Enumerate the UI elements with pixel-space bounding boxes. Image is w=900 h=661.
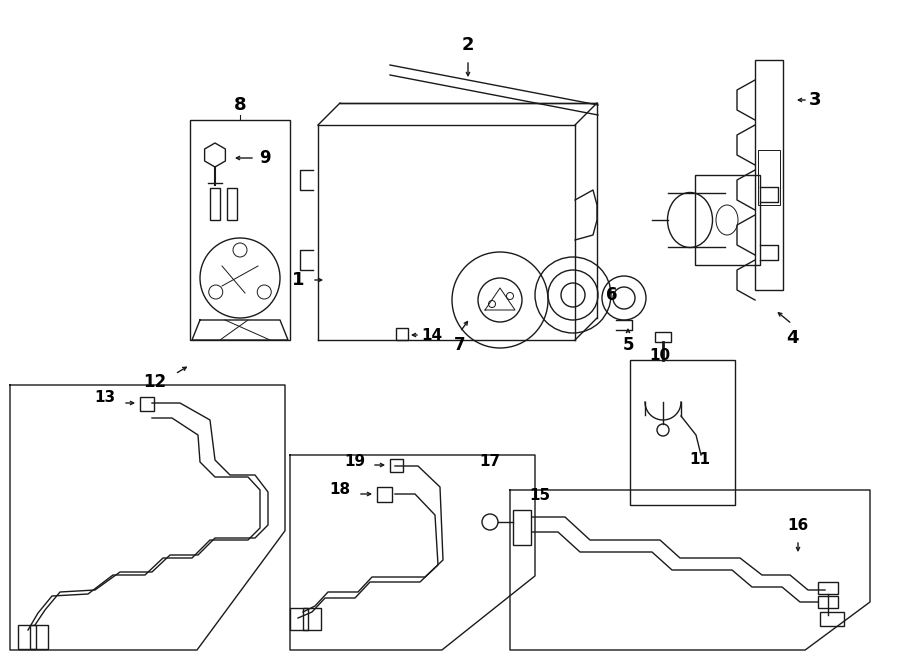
Bar: [30, 625, 48, 649]
Bar: [390, 459, 403, 472]
Text: 11: 11: [689, 453, 710, 467]
Bar: [655, 332, 671, 342]
Text: 10: 10: [650, 348, 670, 362]
Text: 9: 9: [259, 149, 271, 167]
Bar: [758, 150, 780, 205]
Bar: [818, 582, 838, 594]
Circle shape: [657, 424, 669, 436]
Circle shape: [489, 301, 496, 307]
Text: 19: 19: [345, 455, 365, 469]
Bar: [303, 608, 321, 630]
Bar: [695, 175, 760, 265]
Bar: [290, 608, 308, 630]
Bar: [18, 625, 36, 649]
Text: 4: 4: [786, 329, 798, 347]
Text: 7: 7: [454, 336, 466, 354]
Text: 6: 6: [607, 286, 617, 304]
Bar: [377, 487, 392, 502]
Bar: [755, 60, 783, 290]
Bar: [140, 397, 154, 411]
Text: 12: 12: [143, 373, 166, 391]
Text: 8: 8: [234, 96, 247, 114]
Text: 3: 3: [809, 91, 821, 109]
Bar: [227, 188, 237, 220]
Bar: [820, 612, 844, 626]
Bar: [210, 188, 220, 220]
Text: 18: 18: [329, 483, 351, 498]
Bar: [630, 360, 735, 505]
Bar: [818, 596, 838, 608]
Text: 13: 13: [94, 391, 115, 405]
Bar: [190, 120, 290, 340]
Text: 16: 16: [788, 518, 808, 533]
Text: 5: 5: [622, 336, 634, 354]
Bar: [513, 510, 531, 545]
Text: 15: 15: [529, 488, 551, 504]
Text: 17: 17: [480, 455, 500, 469]
Text: 1: 1: [292, 271, 304, 289]
Text: 2: 2: [462, 36, 474, 54]
Text: 14: 14: [421, 327, 443, 342]
Circle shape: [507, 293, 514, 299]
Bar: [396, 328, 408, 340]
